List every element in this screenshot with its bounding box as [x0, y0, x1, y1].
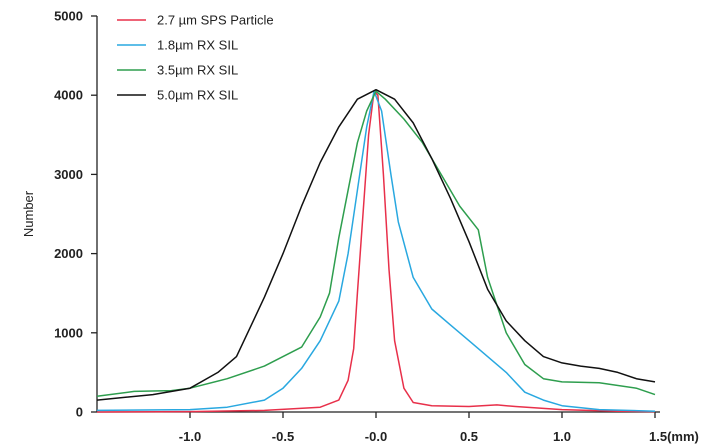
x-tick-label: 1.0	[553, 429, 571, 444]
y-axis: 0 1000 2000 3000 4000 5000	[54, 9, 98, 420]
legend: 2.7 µm SPS Particle 1.8µm RX SIL 3.5µm RX …	[117, 13, 274, 103]
x-ticks: -1.0 -0.5 -0.0 0.5 1.0 1.5(mm)	[179, 412, 699, 444]
x-tick-label: 0.5	[460, 429, 478, 444]
y-ticks: 0 1000 2000 3000 4000 5000	[54, 9, 97, 420]
legend-label: 3.5µm RX SIL	[157, 63, 238, 78]
y-tick-label: 3000	[54, 167, 83, 182]
x-tick-label: -0.5	[272, 429, 294, 444]
series-group	[96, 88, 656, 413]
x-tick-label: 1.5(mm)	[649, 429, 699, 444]
y-axis-title: Number	[21, 190, 36, 237]
x-axis: -1.0 -0.5 -0.0 0.5 1.0 1.5(mm)	[97, 411, 699, 444]
y-tick-label: 0	[76, 405, 83, 420]
x-tick-label: -0.0	[365, 429, 387, 444]
legend-label: 2.7 µm SPS Particle	[157, 13, 274, 28]
x-tick-label: -1.0	[179, 429, 201, 444]
series-line	[96, 88, 656, 401]
series-line	[96, 90, 656, 412]
y-tick-label: 1000	[54, 325, 83, 340]
y-tick-label: 4000	[54, 88, 83, 103]
legend-label: 5.0µm RX SIL	[157, 88, 238, 103]
series-line	[96, 90, 656, 413]
legend-label: 1.8µm RX SIL	[157, 38, 238, 53]
y-tick-label: 5000	[54, 9, 83, 24]
y-tick-label: 2000	[54, 246, 83, 261]
series-line	[96, 90, 656, 397]
